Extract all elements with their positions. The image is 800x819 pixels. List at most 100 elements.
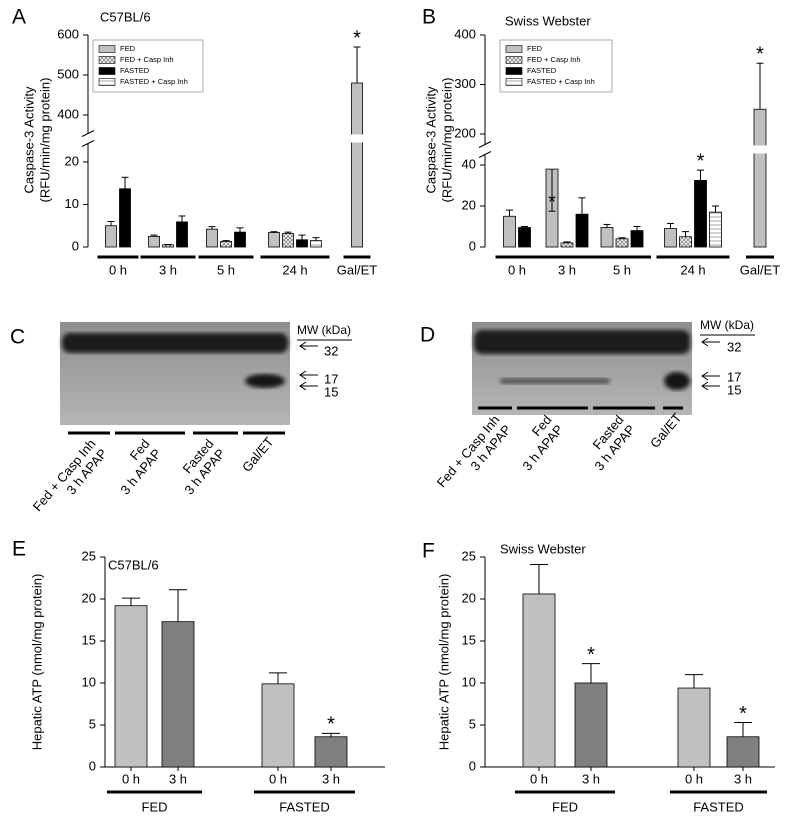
bar	[753, 108, 767, 248]
mw-marker: 15	[727, 382, 741, 397]
lane-line: Gal/ET	[647, 410, 685, 451]
legend-swatch	[505, 78, 523, 86]
axis-break	[349, 134, 365, 143]
significance-mark: *	[327, 714, 335, 736]
x-tick-label: 0 h	[269, 771, 287, 786]
significance-mark: *	[587, 644, 595, 666]
x-tick-label: 3 h	[734, 771, 752, 786]
x-tick-label: 3 h	[582, 771, 600, 786]
y-tick-label: 20	[82, 590, 96, 605]
blot-band	[245, 374, 285, 388]
lane-label: Fed3 h APAP	[106, 436, 164, 497]
bar	[119, 188, 131, 248]
blot-band	[500, 378, 610, 384]
significance-mark: *	[697, 150, 705, 172]
y-tick-label: 300	[454, 76, 476, 91]
lane-label: Fed + Casp Inh3 h APAP	[30, 436, 110, 524]
legend-swatch	[505, 67, 523, 75]
bar	[206, 228, 218, 248]
legend-label: FASTED + Casp Inh	[120, 77, 188, 86]
significance-mark: *	[756, 43, 764, 65]
bar	[664, 228, 677, 248]
mw-label: MW (kDa)	[700, 318, 754, 332]
bar	[679, 236, 692, 248]
mw-arrows	[701, 337, 720, 391]
group-label: FED	[552, 799, 578, 814]
x-tick-label: 3 h	[159, 262, 177, 277]
y-tick-label: 5	[89, 716, 96, 731]
y-axis-label: (RFU/min/mg protein)	[439, 78, 454, 203]
legend-label: FED	[527, 44, 543, 53]
bar	[574, 682, 608, 768]
bar	[148, 235, 160, 248]
y-tick-label: 500	[57, 66, 79, 81]
y-tick-label: 20	[462, 590, 476, 605]
y-tick-label: 0	[469, 758, 476, 773]
subtitle: Swiss Webster	[505, 13, 591, 28]
bar	[694, 179, 707, 248]
y-axis-label: Hepatic ATP (nmol/mg protein)	[29, 574, 44, 751]
bar	[261, 683, 295, 768]
group-label: FASTED	[693, 799, 744, 814]
x-tick-label: Gal/ET	[740, 262, 781, 277]
bar	[615, 238, 629, 248]
subtitle: Swiss Webster	[500, 541, 586, 556]
legend-label: FASTED	[527, 66, 557, 75]
y-tick-label: 0	[72, 238, 79, 253]
lane-label: Fasted3 h APAP	[580, 412, 638, 473]
x-tick-label: 3 h	[322, 771, 340, 786]
legend-swatch	[98, 78, 116, 86]
axis-break	[478, 151, 492, 158]
panel-letter: C	[10, 326, 25, 349]
mw-label: MW (kDa)	[297, 323, 351, 337]
blot-band	[664, 372, 690, 390]
lane-label: Fed3 h APAP	[508, 412, 566, 473]
bar	[105, 225, 117, 248]
bar	[220, 241, 232, 248]
y-axis-label: Caspase-3 Activity	[21, 86, 36, 193]
x-tick-label: 0 h	[122, 771, 140, 786]
y-tick-label: 20	[65, 153, 79, 168]
lane-label: Fed + Casp Inh3 h APAP	[434, 412, 514, 500]
bar	[630, 230, 644, 248]
significance-mark: *	[548, 192, 556, 214]
legend-swatch	[98, 45, 116, 53]
x-tick-label: 0 h	[530, 771, 548, 786]
y-tick-label: 10	[462, 674, 476, 689]
mw-marker: 32	[324, 343, 338, 358]
legend-label: FED + Casp Inh	[120, 55, 174, 64]
x-tick-label: 3 h	[169, 771, 187, 786]
subtitle: C57BL/6	[108, 557, 159, 572]
x-tick-label: 0 h	[109, 262, 127, 277]
axis-break	[81, 140, 95, 147]
y-tick-label: 20	[462, 197, 476, 212]
legend-label: FED	[120, 44, 136, 53]
y-axis-label: (RFU/min/mg protein)	[37, 78, 52, 203]
bar	[503, 215, 516, 248]
bar	[296, 239, 308, 248]
legend-label: FED + Casp Inh	[527, 55, 581, 64]
blot-panel: D MW (kDa) 32 17 15 Fed + Casp Inh3 h AP…	[420, 318, 755, 500]
y-tick-label: 200	[454, 125, 476, 140]
panel-letter: E	[12, 538, 26, 561]
bar	[575, 213, 589, 248]
x-tick-label: 24 h	[282, 262, 307, 277]
bar	[600, 227, 614, 248]
y-tick-label: 10	[82, 674, 96, 689]
significance-mark: *	[739, 703, 747, 725]
x-tick-label: 0 h	[508, 262, 526, 277]
subtitle: C57BL/6	[100, 9, 151, 24]
mw-marker: 15	[324, 384, 338, 399]
y-axis-label: Caspase-3 Activity	[423, 86, 438, 193]
axis-break	[478, 141, 492, 148]
y-tick-label: 600	[57, 26, 79, 41]
x-tick-label: 24 h	[680, 262, 705, 277]
group-label: FASTED	[279, 799, 330, 814]
y-tick-label: 40	[462, 156, 476, 171]
y-tick-label: 400	[454, 26, 476, 41]
bar	[268, 232, 280, 248]
axis-break	[752, 145, 768, 154]
y-tick-label: 25	[462, 548, 476, 563]
